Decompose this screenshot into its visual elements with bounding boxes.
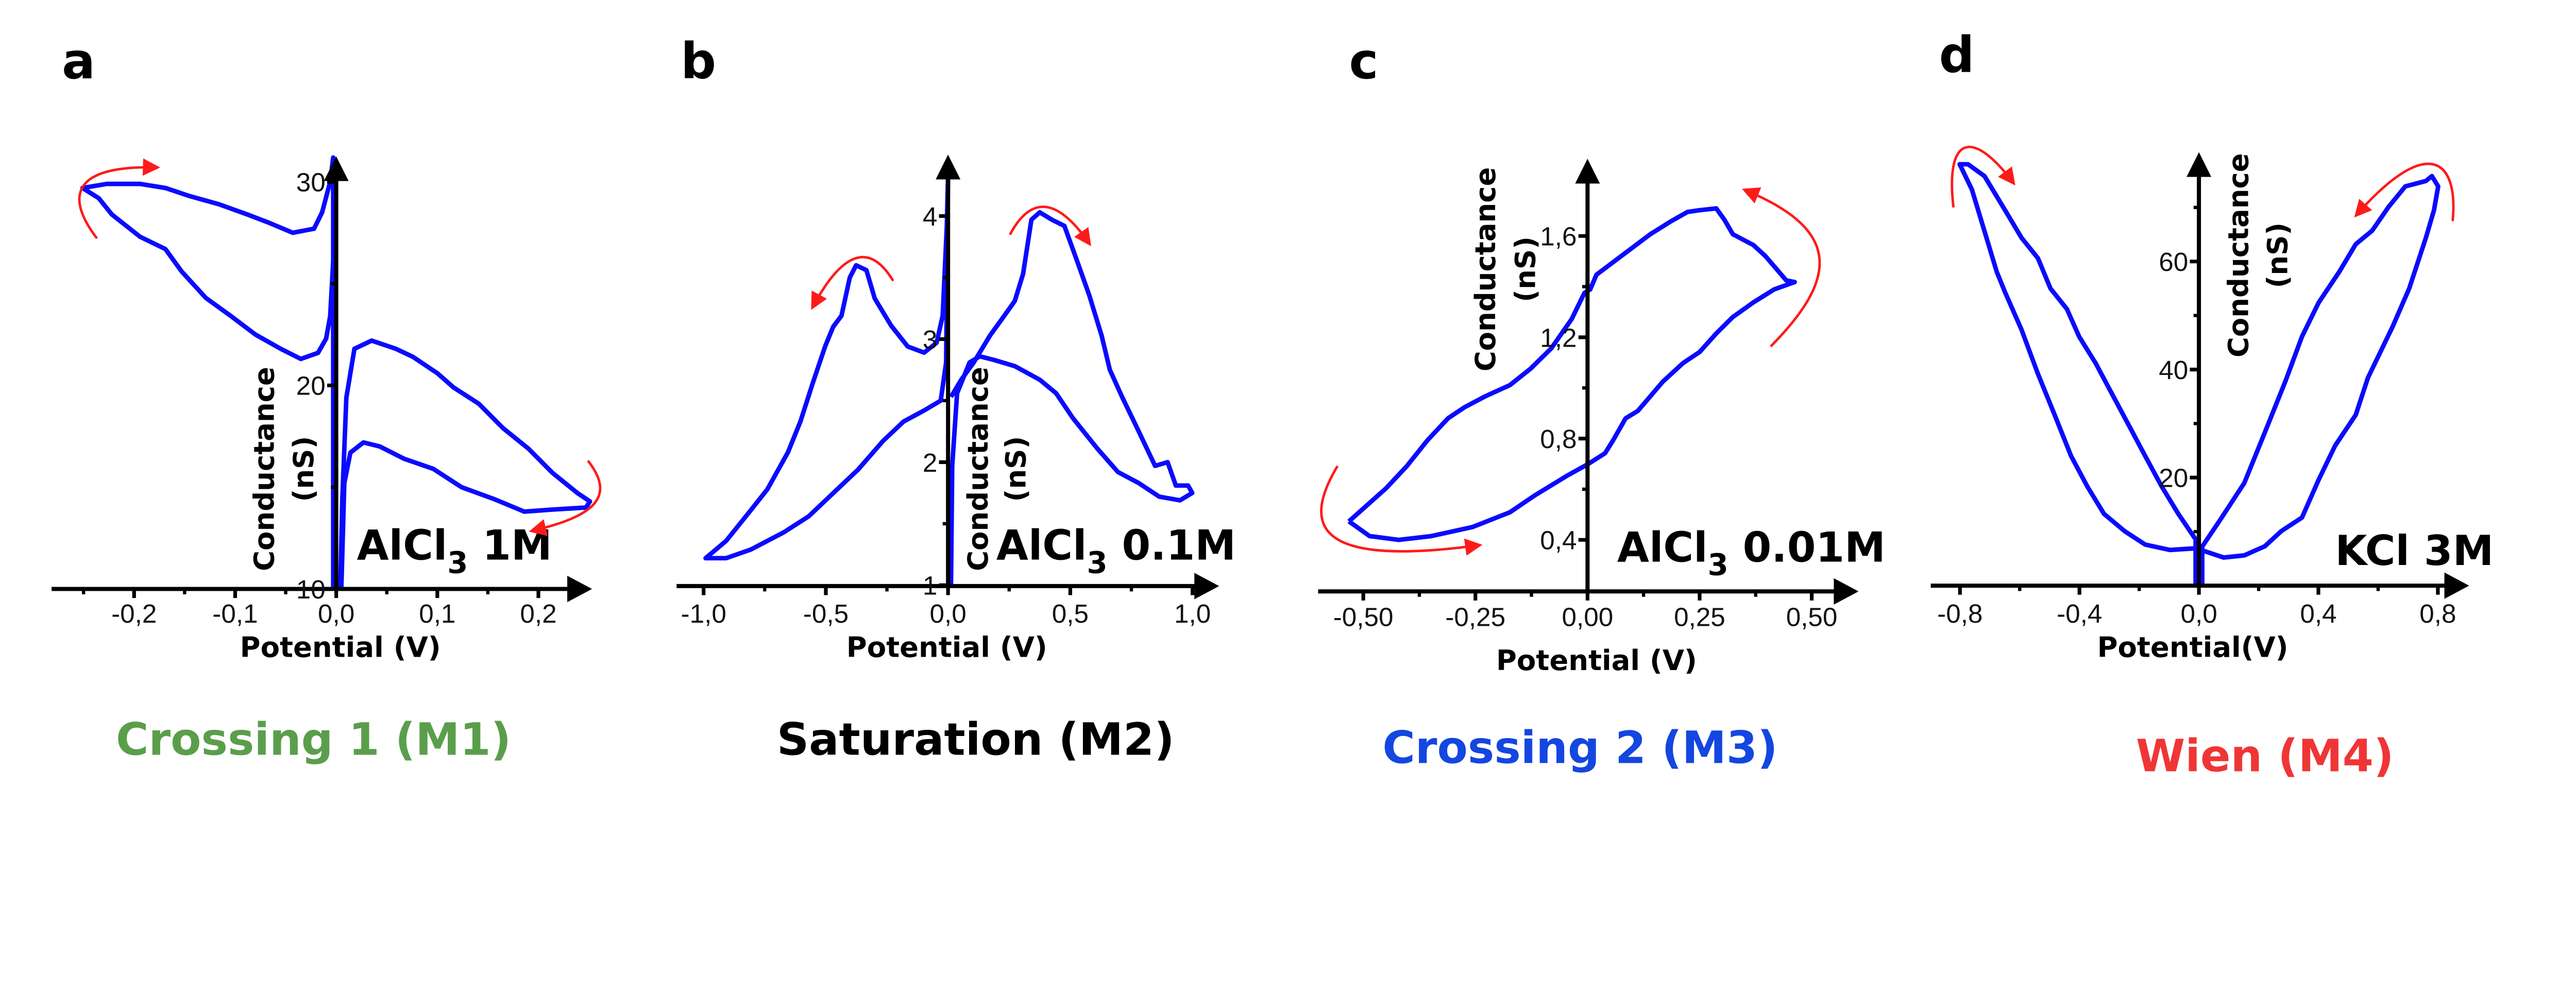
y-tick-label: 3 <box>923 325 938 354</box>
panel-title: KCl 3M <box>2335 527 2494 575</box>
x-axis-arrowhead-icon <box>2444 572 2469 599</box>
x-tick-label: 0,8 <box>2419 599 2456 628</box>
y-tick-label: 30 <box>296 168 326 197</box>
y-axis-arrowhead-icon <box>936 155 961 180</box>
x-tick-label: -0,4 <box>2057 599 2102 628</box>
x-axis-arrowhead-icon <box>1194 573 1219 600</box>
sweep-arrow <box>1951 145 2015 208</box>
y-tick-label: 20 <box>2159 464 2188 493</box>
x-tick-label: -0,5 <box>803 599 849 628</box>
y-axis-label: Conductance <box>961 367 994 571</box>
sweep-arrow <box>1742 187 1821 348</box>
sweep-arrow <box>1320 465 1483 556</box>
sweep-arrow <box>529 459 602 536</box>
title-subscript: 3 <box>1087 545 1107 580</box>
panel-d: d -0,8 -0,4 0,0 0,4 0,8 20 40 60 Potential(V) Cond… <box>1930 26 2494 782</box>
mechanism-caption: Crossing 1 (M1) <box>116 714 511 765</box>
y-axis-label: (nS) <box>999 436 1032 502</box>
panel-letter: c <box>1349 32 1379 90</box>
x-tick-label: 0,0 <box>318 599 354 628</box>
panel-b: b -1,0 -0,5 0,0 0,5 1,0 1 2 3 4 Potential (V) Condu… <box>676 32 1236 765</box>
x-tick-label: 0,25 <box>1674 603 1725 632</box>
y-tick-label: 2 <box>923 448 938 477</box>
y-axis-label: (nS) <box>2261 222 2294 288</box>
y-tick-label: 20 <box>296 371 326 401</box>
y-tick-label: 0,4 <box>1540 526 1577 555</box>
data-curve <box>703 175 951 561</box>
x-tick-label: 0,50 <box>1786 603 1838 632</box>
y-axis-arrowhead-icon <box>1575 159 1600 184</box>
sweep-arrow <box>1009 206 1091 246</box>
data-curve <box>2198 174 2441 586</box>
title-concentration: 0.01M <box>1728 524 1886 572</box>
title-subscript: 3 <box>1708 547 1728 582</box>
y-axis-label: (nS) <box>1509 236 1542 302</box>
x-axis-arrowhead-icon <box>1834 578 1859 605</box>
y-tick-label: 60 <box>2159 247 2188 277</box>
panel-a: a -0,2 -0,1 0,0 0,1 0,2 10 20 30 Potential (V) Con… <box>52 32 592 765</box>
x-axis-label: Potential (V) <box>846 631 1047 664</box>
data-curve <box>1957 162 2200 586</box>
x-tick-label: -1,0 <box>681 599 726 628</box>
y-axis-label: Conductance <box>1469 167 1502 371</box>
y-axis-arrowhead-icon <box>2187 152 2212 177</box>
figure: a -0,2 -0,1 0,0 0,1 0,2 10 20 30 Potential (V) Con… <box>52 26 2494 782</box>
y-tick-label: 4 <box>923 202 938 231</box>
y-axis-label: (nS) <box>287 436 320 502</box>
mechanism-caption: Wien (M4) <box>2136 730 2394 782</box>
x-tick-label: 0,0 <box>2180 599 2217 628</box>
y-tick-label: 1,2 <box>1540 323 1577 352</box>
panel-c: c -0,50 -0,25 0,00 0,25 0,50 0,4 0,8 1,2 1,6 Poten… <box>1318 32 1886 774</box>
sweep-arrow <box>78 158 161 239</box>
panel-letter: d <box>1939 26 1975 84</box>
y-tick-label: 40 <box>2159 355 2188 385</box>
x-tick-label: 0,2 <box>520 599 556 628</box>
x-tick-label: 0,5 <box>1052 599 1089 628</box>
x-tick-label: 0,4 <box>2300 599 2336 628</box>
y-axis-label: Conductance <box>2222 153 2255 357</box>
sweep-arrow <box>811 255 894 310</box>
panel-title: AlCl3 0.1M <box>996 522 1236 580</box>
x-tick-label: 0,0 <box>930 599 967 628</box>
title-formula: AlCl <box>1617 524 1708 572</box>
x-tick-label: -0,25 <box>1445 603 1505 632</box>
panel-title: AlCl3 0.01M <box>1617 524 1886 583</box>
panel-letter: a <box>62 32 95 90</box>
panel-title: AlCl3 1M <box>357 522 552 580</box>
x-tick-label: 0,1 <box>419 599 455 628</box>
x-axis-arrowhead-icon <box>567 575 592 603</box>
x-tick-label: -0,50 <box>1333 603 1394 632</box>
panel-letter: b <box>681 32 716 90</box>
data-curve <box>1347 206 1797 542</box>
y-tick-label: 10 <box>296 575 326 604</box>
y-tick-label: 1,6 <box>1540 222 1577 251</box>
x-tick-label: -0,8 <box>1937 599 1982 628</box>
y-tick-label: 1 <box>923 571 938 601</box>
sweep-direction-arrows <box>78 145 2455 556</box>
title-formula: AlCl <box>996 522 1087 570</box>
x-axis-label: Potential (V) <box>1496 644 1697 677</box>
title-formula: KCl 3M <box>2335 527 2494 575</box>
y-axis-arrowhead-icon <box>324 156 349 181</box>
data-curve <box>948 210 1195 586</box>
data-curve <box>80 155 336 589</box>
x-tick-label: 1,0 <box>1174 599 1211 628</box>
mechanism-caption: Saturation (M2) <box>777 714 1175 765</box>
title-concentration: 0.1M <box>1108 522 1236 570</box>
y-axis-label: Conductance <box>248 367 281 571</box>
x-tick-label: 0,00 <box>1562 603 1613 632</box>
y-tick-label: 0,8 <box>1540 424 1577 454</box>
x-tick-label: -0,1 <box>212 599 258 628</box>
x-axis-label: Potential (V) <box>240 631 441 664</box>
title-formula: AlCl <box>357 522 448 570</box>
sweep-arrow <box>2354 162 2455 221</box>
mechanism-caption: Crossing 2 (M3) <box>1382 722 1777 774</box>
x-tick-label: -0,2 <box>111 599 157 628</box>
data-curve <box>338 338 592 589</box>
x-axis-label: Potential(V) <box>2097 631 2289 664</box>
title-subscript: 3 <box>447 545 468 580</box>
